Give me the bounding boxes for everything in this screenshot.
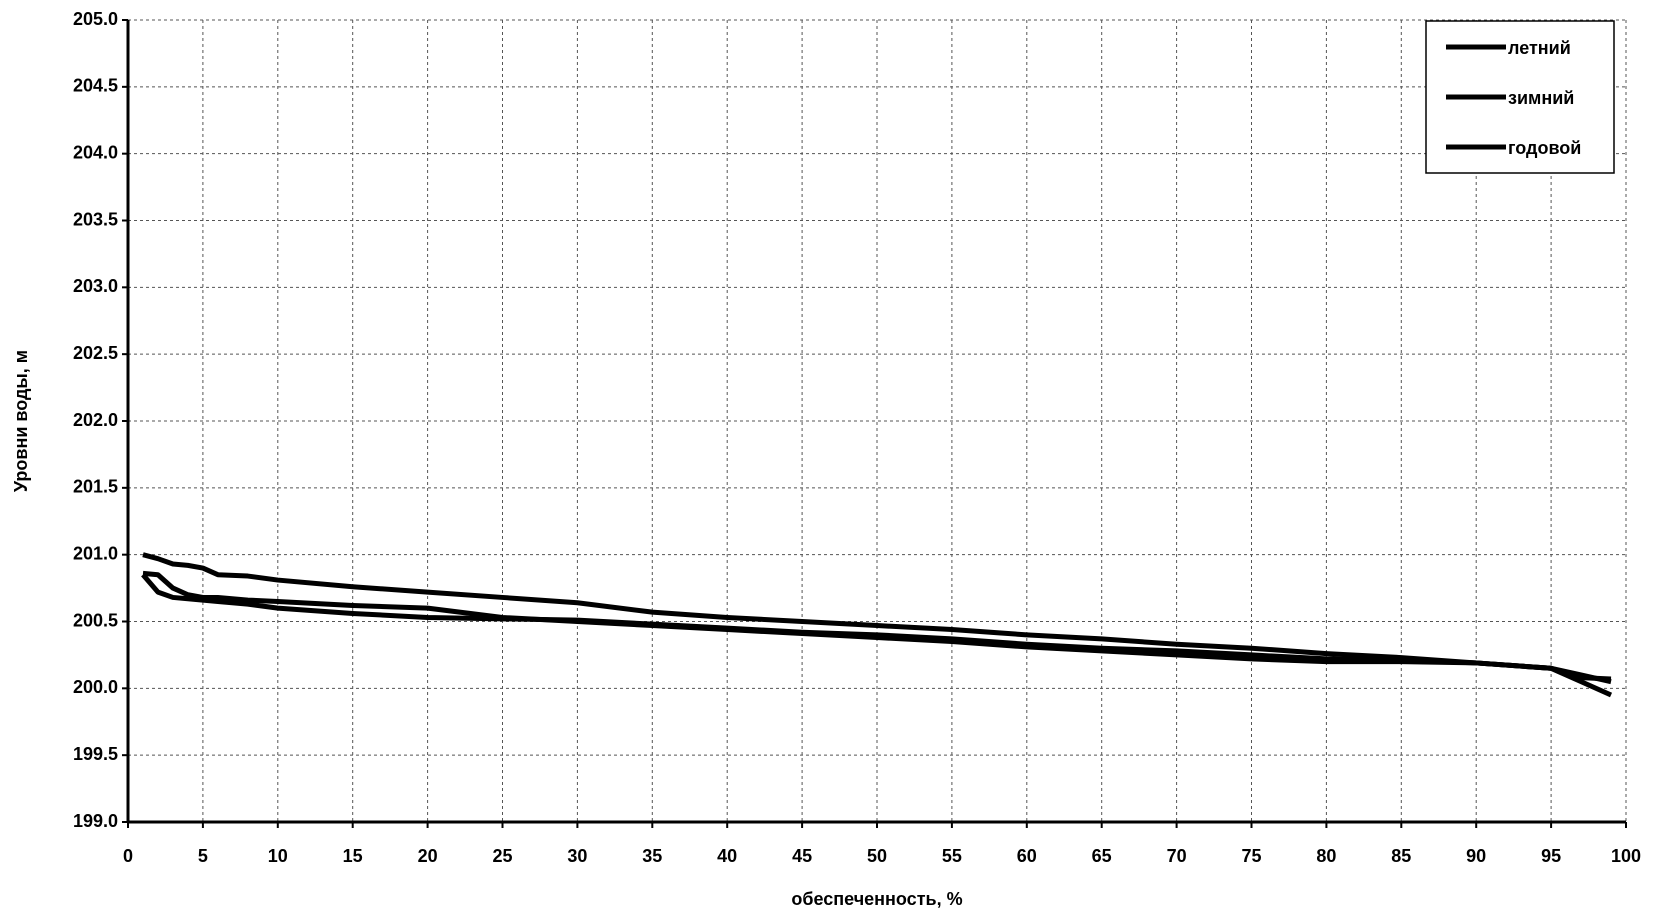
y-tick-label: 201.5 — [73, 477, 118, 497]
series-line — [142, 552, 1612, 682]
y-axis-label: Уровни воды, м — [11, 350, 31, 492]
x-tick-label: 5 — [198, 846, 208, 866]
y-tick-label: 200.5 — [73, 610, 118, 630]
y-tick-label: 205.0 — [73, 9, 118, 29]
x-tick-label: 70 — [1167, 846, 1187, 866]
y-tick-label: 199.0 — [73, 811, 118, 831]
x-tick-label: 85 — [1391, 846, 1411, 866]
y-tick-label: 200.0 — [73, 677, 118, 697]
x-tick-label: 10 — [268, 846, 288, 866]
x-tick-label: 80 — [1316, 846, 1336, 866]
x-axis-label: обеспеченность, % — [791, 889, 962, 909]
y-tick-label: 203.0 — [73, 276, 118, 296]
x-tick-label: 20 — [418, 846, 438, 866]
series-line — [141, 573, 1612, 685]
x-tick-label: 65 — [1092, 846, 1112, 866]
x-tick-label: 40 — [717, 846, 737, 866]
legend-label: годовой — [1508, 138, 1581, 158]
y-tick-label: 204.0 — [73, 142, 118, 162]
x-tick-label: 95 — [1541, 846, 1561, 866]
x-tick-label: 15 — [343, 846, 363, 866]
y-tick-label: 203.5 — [73, 209, 118, 229]
x-tick-label: 75 — [1241, 846, 1261, 866]
x-tick-label: 90 — [1466, 846, 1486, 866]
x-tick-label: 35 — [642, 846, 662, 866]
x-tick-label: 60 — [1017, 846, 1037, 866]
y-tick-label: 204.5 — [73, 76, 118, 96]
x-tick-label: 45 — [792, 846, 812, 866]
x-tick-label: 100 — [1611, 846, 1641, 866]
legend-label: летний — [1508, 38, 1571, 58]
x-tick-label: 50 — [867, 846, 887, 866]
y-tick-label: 202.5 — [73, 343, 118, 363]
x-tick-label: 55 — [942, 846, 962, 866]
legend-label: зимний — [1508, 88, 1574, 108]
y-tick-label: 202.0 — [73, 410, 118, 430]
y-tick-label: 201.0 — [73, 543, 118, 563]
x-tick-label: 25 — [492, 846, 512, 866]
x-tick-label: 0 — [123, 846, 133, 866]
y-tick-label: 199.5 — [73, 744, 118, 764]
x-tick-label: 30 — [567, 846, 587, 866]
